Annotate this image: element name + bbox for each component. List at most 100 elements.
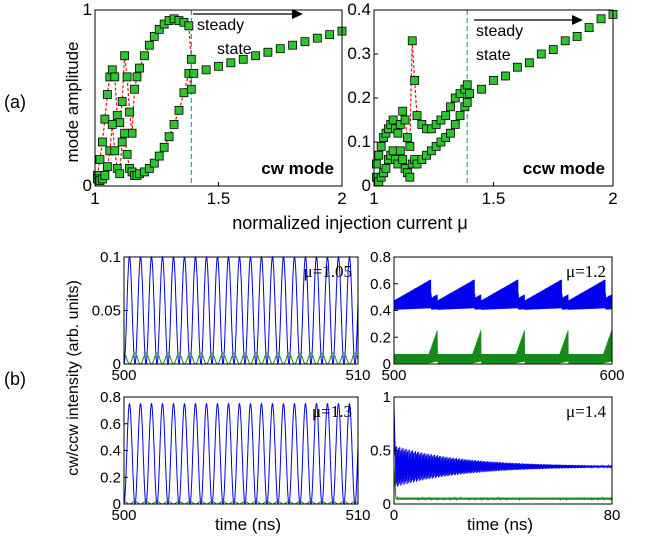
b4-mu-label: μ=1.4 (566, 402, 606, 421)
a1-point (139, 51, 149, 61)
a2-state-label: state (476, 47, 511, 64)
a1-point (122, 72, 132, 82)
b2-plot-area (394, 257, 612, 364)
a1-point (154, 24, 164, 34)
a2-point (477, 84, 486, 94)
b3-ytick-label: 0 (113, 496, 121, 513)
a2-point (417, 155, 427, 165)
a1-title: cw mode (261, 159, 334, 178)
a2-point (596, 14, 606, 24)
chart-a2: 1 1.5 2 0 0.1 0.2 0.3 0.4 ccw mode (347, 0, 617, 208)
a1-point (95, 155, 105, 165)
a1-point (179, 88, 189, 98)
a1-point (214, 61, 223, 71)
a2-point (371, 159, 381, 169)
a1-ytick-label: 1 (83, 0, 92, 19)
a2-point (462, 80, 472, 90)
b2-ccw-trace (393, 330, 613, 364)
a2-point (450, 120, 460, 129)
a1-ytick-label: 0 (83, 176, 92, 195)
a1-point (100, 171, 110, 180)
a2-point (536, 49, 546, 59)
a1-point (117, 137, 127, 147)
a1-point (251, 51, 260, 61)
b3-xtick-label: 510 (345, 507, 370, 524)
a2-point (462, 98, 472, 107)
a1-point (100, 114, 110, 124)
a2-ytick-label: 0.3 (347, 44, 371, 63)
a2-ytick-label: 0.1 (347, 132, 371, 151)
a1-arrow (193, 9, 303, 19)
a1-point (107, 120, 117, 129)
a2-point (431, 120, 441, 129)
b4-cw-trace (393, 402, 613, 487)
a2-point (374, 150, 384, 160)
a2-point (395, 146, 405, 156)
a1-xtick-label: 1.5 (207, 189, 231, 208)
a1-point (288, 40, 298, 50)
a1-point (120, 128, 130, 138)
a1-point (110, 146, 120, 156)
b4-ytick-label: 0 (383, 496, 391, 513)
b2-mu-label: μ=1.2 (566, 262, 606, 281)
a1-point (115, 118, 125, 128)
b1-ytick-label: 0.05 (92, 303, 121, 320)
a1-point (144, 40, 154, 50)
a2-point (426, 146, 436, 156)
a2-point (412, 111, 422, 120)
a2-point (501, 71, 510, 81)
a1-point (186, 54, 196, 64)
b3-cw-trace (123, 402, 359, 506)
b3-xtick-label: 500 (111, 507, 136, 524)
a1-point (184, 21, 194, 31)
a2-steady-label: steady (476, 23, 523, 40)
b3-ytick-label: 0.4 (100, 443, 121, 460)
a1-point (325, 30, 335, 40)
a1-point (110, 72, 120, 82)
a2-point (441, 111, 451, 120)
b2-ytick-label: 0.6 (370, 276, 391, 293)
a1-point (201, 65, 211, 75)
a2-point (388, 115, 398, 125)
a2-ytick-label: 0.2 (347, 88, 371, 107)
a2-point (403, 133, 412, 143)
a2-point (584, 23, 594, 33)
a1-point (120, 51, 130, 61)
panel-label-b: (b) (4, 369, 26, 389)
b3-ytick-label: 0.8 (100, 389, 121, 406)
a1-xtick-label: 1 (90, 189, 99, 208)
a2-point (560, 36, 570, 46)
b2-xtick-label: 500 (381, 367, 406, 384)
a2-arrow (474, 15, 583, 25)
a1-xtick-label: 2 (337, 189, 346, 208)
a1-point (275, 44, 285, 54)
a1-point (135, 63, 144, 73)
a2-point (446, 128, 455, 138)
b2-cw-trace (393, 279, 613, 310)
a1-point (300, 37, 310, 47)
a-ylabel: mode amplitude (63, 42, 82, 163)
b3-mu-label: μ=1.3 (312, 402, 352, 421)
b2-ytick-label: 0.8 (370, 249, 391, 266)
a2-point (405, 172, 415, 182)
a1-point (149, 32, 159, 41)
a2-point (410, 76, 420, 85)
b4-ytick-label: 1 (383, 389, 391, 406)
a1-point (263, 47, 273, 57)
a1-point (115, 169, 125, 179)
chart-b3: 500 510 0 0.2 0.4 0.6 0.8 μ=1.3 (100, 389, 370, 524)
a1-point (174, 105, 184, 115)
b1-xtick-label: 510 (345, 367, 370, 384)
a2-point (441, 133, 451, 143)
a-xlabel: normalized injection current μ (232, 213, 467, 233)
a1-point (149, 158, 159, 168)
a2-point (455, 89, 465, 98)
a1-point (144, 163, 154, 173)
a2-point (465, 89, 475, 98)
b2-xtick-label: 600 (599, 367, 624, 384)
b1-cw-trace (123, 255, 359, 366)
a1-point (186, 84, 196, 94)
b1-mu-label: μ=1.05 (304, 262, 352, 281)
b4-xtick-label: 80 (604, 507, 621, 524)
